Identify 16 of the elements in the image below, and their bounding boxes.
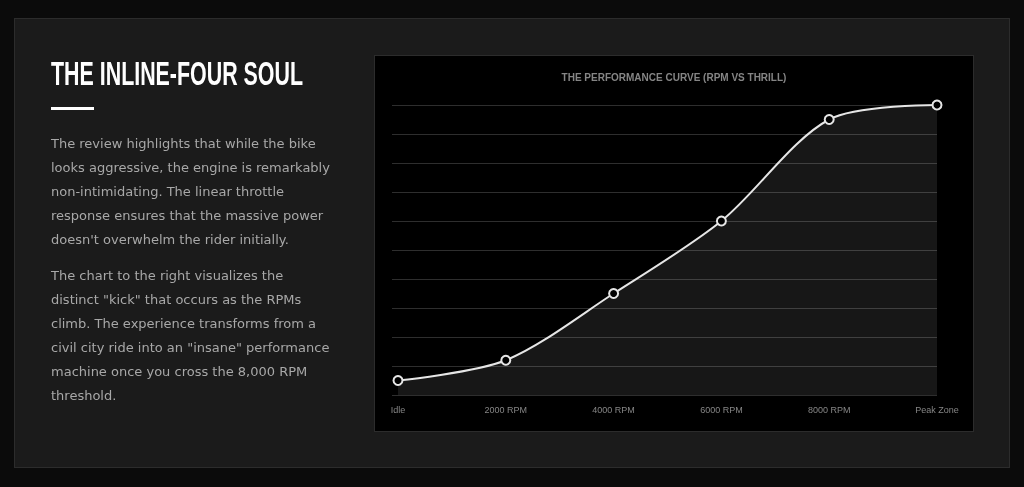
text: The review highlights that while the bike looks aggressive, the engine is remarkably non-intimidating. The linear throttle response ensures that the massive power doesn't overwhelm the rider initially.: [51, 135, 331, 249]
x-tick-label: Idle: [390, 404, 406, 415]
x-tick-label: 4000 RPM: [592, 404, 635, 415]
point: [500, 354, 512, 366]
point: [392, 375, 404, 386]
chart-title: THE PERFORMANCE CURVE (RPM VS THRILL): [561, 71, 787, 83]
point: [608, 288, 620, 299]
x-tick-label: 2000 RPM: [484, 404, 528, 415]
text: THE INLINE-FOUR SOUL: [51, 55, 303, 92]
point: [931, 99, 943, 111]
x-tick-label: 8000 RPM: [807, 404, 851, 415]
x-tick-label: Peak Zone: [915, 404, 959, 415]
text: The chart to the right visualizes the distinct "kick" that occurs as the RPMs climb. The experience transforms from a civil city ride into an "insane" performance machine once you cross the 8,000 RPM threshold.: [51, 267, 331, 405]
point: [715, 215, 727, 227]
point: [823, 114, 835, 125]
x-tick-label: 6000 RPM: [700, 404, 743, 415]
